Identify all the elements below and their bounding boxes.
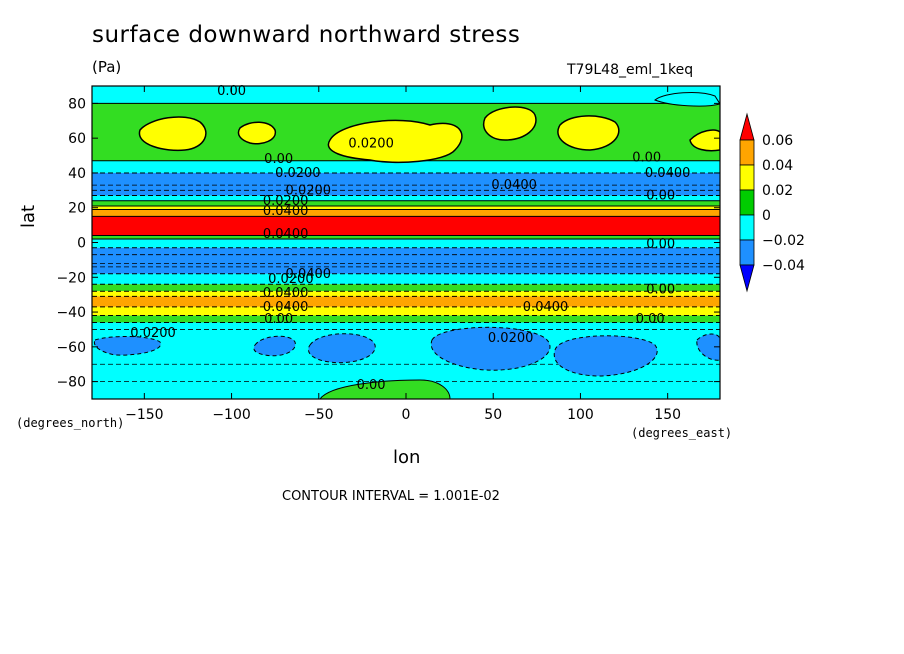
contour-label: 0.0400 [263,286,309,301]
contour-label: 0.0400 [263,227,309,242]
x-tick-label: −150 [125,407,163,423]
y-tick-label: 40 [68,166,86,182]
contour-band [92,296,720,307]
low-blob [553,335,658,377]
colorbar-cap-top [739,112,755,141]
colorbar-segment [739,164,755,191]
low-blob [253,335,296,357]
contour-label: 0.0400 [286,267,332,282]
colorbar-segment [739,214,755,241]
colorbar-segment [739,239,755,266]
contour-label: 0.0200 [263,194,309,209]
contour-label: 0.00 [646,189,675,204]
y-tick-label: 20 [68,201,86,217]
colorbar-cap-bottom [739,264,755,293]
colorbar-label: 0.06 [762,133,793,149]
contour-band [92,247,720,274]
high-blob [689,129,720,152]
high-blob [237,121,277,145]
contour-label: 0.00 [264,152,293,167]
contour-band [92,160,720,173]
x-units-note: (degrees_east) [631,426,733,440]
contour-band [92,216,720,236]
contour-label: 0.0200 [275,166,321,181]
high-blob [327,119,463,164]
contour-label: 0.0200 [488,331,534,346]
x-axis-ticks: −150 −100 −50 0 50 100 150 [125,86,681,423]
colorbar-label: 0.02 [762,183,793,199]
y-tick-label: 60 [68,131,86,147]
colorbar-segment [739,139,755,166]
contour-band [92,284,720,292]
contour-label: 0.00 [632,150,661,165]
contour-label: 0.0200 [348,136,394,151]
contour-band [92,172,720,196]
high-blob [483,106,537,141]
high-blob [654,92,720,107]
contour-label: 0.00 [636,312,665,327]
contour-band [92,86,720,104]
contour-label: 0.0400 [645,166,691,181]
contour-interval-label: CONTOUR INTERVAL = 1.001E-02 [282,489,500,504]
x-tick-label: −50 [304,407,334,423]
contour-label: 0.0200 [286,183,332,198]
contour-band [92,306,720,316]
x-axis-label: lon [393,447,421,468]
colorbar-label: 0 [762,208,771,224]
colorbar-label: 0.04 [762,158,793,174]
contour-band [92,273,720,285]
run-id-label: T79L48_eml_1keq [567,62,694,78]
y-axis-ticks: 80 60 40 20 0 −20 −40 −60 −80 [56,96,720,391]
chart-units: (Pa) [92,58,122,76]
colorbar: 0.06 0.04 0.02 0 −0.02 −0.04 [739,112,805,293]
contour-band [92,209,720,217]
contour-band [92,195,720,201]
high-blob [557,115,620,151]
x-tick-label: 100 [567,407,594,423]
y-tick-label: 0 [77,236,86,252]
chart-title: surface downward northward stress [92,22,521,48]
contour-label: 0.00 [646,282,675,297]
y-tick-label: −20 [56,270,86,286]
contour-label: 0.00 [646,237,675,252]
contour-band [92,200,720,206]
contour-band [92,239,720,248]
contour-features [93,92,720,399]
x-tick-label: 50 [484,407,502,423]
contour-label: 0.0400 [491,178,537,193]
y-tick-label: −60 [56,340,86,356]
y-units-note: (degrees_north) [16,416,125,430]
x-tick-label: −100 [212,407,250,423]
contour-label: 0.00 [217,84,246,99]
contour-label: 0.0200 [130,326,176,341]
high-blob [138,116,207,152]
y-tick-label: −40 [56,305,86,321]
contour-label: 0.0200 [268,272,314,287]
x-tick-label: 150 [654,407,681,423]
contour-label: 0.00 [264,312,293,327]
low-blob [430,326,551,371]
contour-band [92,205,720,210]
y-tick-label: −80 [56,375,86,391]
contour-label: 0.0400 [263,204,309,219]
contour-label: 0.00 [357,378,386,393]
contour-label: 0.0400 [263,300,309,315]
south-pole-patch [319,379,451,399]
low-blob [307,333,376,364]
filled-contour-bands [92,86,720,399]
contour-band [92,235,720,240]
colorbar-label: −0.02 [762,233,805,249]
low-blob [696,333,720,361]
colorbar-segment [739,189,755,216]
low-blob [93,335,162,356]
contour-label: 0.0400 [523,300,569,315]
colorbar-label: −0.04 [762,258,805,274]
contour-band [92,291,720,297]
contour-band [92,315,720,323]
y-tick-label: 80 [68,96,86,112]
x-tick-label: 0 [402,407,411,423]
